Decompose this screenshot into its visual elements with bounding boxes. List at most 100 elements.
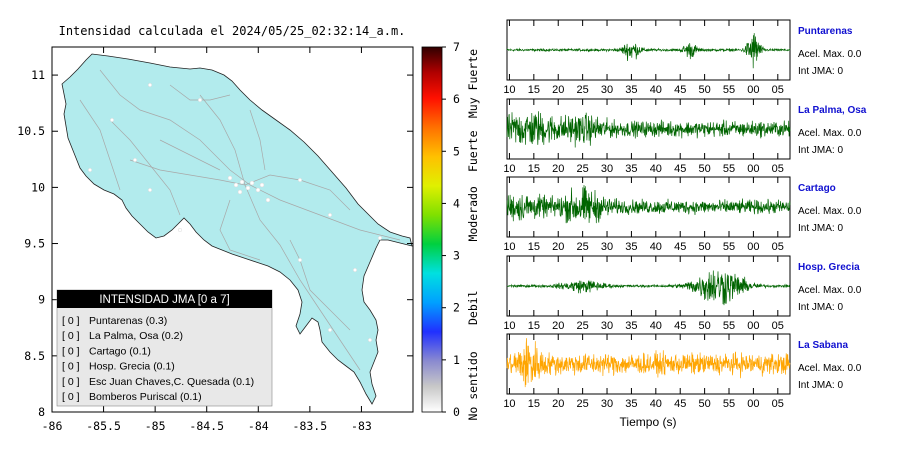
waveform-tick-label: 25 (577, 163, 589, 175)
waveform-tick-label: 30 (601, 398, 613, 410)
legend-item-label: La Palma, Osa (0.2) (89, 330, 183, 342)
waveform-tick-label: 05 (772, 84, 784, 96)
waveform-tick-label: 50 (698, 320, 710, 332)
waveform-tick-label: 00 (747, 84, 759, 96)
waveform-tick-label: 40 (650, 163, 662, 175)
colorbar-tick-label: 3 (453, 249, 460, 263)
waveform-tick-label: 55 (723, 320, 735, 332)
waveform-trace (506, 33, 791, 69)
waveform-tick-label: 50 (698, 84, 710, 96)
legend-item-level: [ 0 ] (62, 391, 80, 403)
waveform-tick-label: 30 (601, 163, 613, 175)
waveform-panel: 10 15 20 25 30 35 40 45 50 55 00 05 Cartago Acel. Max… (503, 176, 862, 253)
waveform-tick-label: 35 (625, 241, 637, 253)
waveform-tick-label: 15 (528, 163, 540, 175)
waveform-tick-label: 10 (503, 84, 515, 96)
waveform-tick-label: 00 (747, 163, 759, 175)
waveform-tick-label: 20 (552, 163, 564, 175)
legend-item-level: [ 0 ] (62, 361, 80, 373)
colorbar-tick-label: 7 (453, 40, 460, 54)
waveform-tick-label: 00 (747, 241, 759, 253)
legend-item: [ 0 ] Puntarenas (0.3) (62, 315, 167, 327)
map-title: Intensidad calculada el 2024/05/25_02:32… (59, 24, 406, 38)
waveform-tick-label: 50 (698, 163, 710, 175)
waveform-tick-label: 25 (577, 241, 589, 253)
waveform-tick-label: 35 (625, 163, 637, 175)
waveform-tick-label: 20 (552, 320, 564, 332)
waveform-tick-label: 10 (503, 163, 515, 175)
waveform-tick-label: 10 (503, 320, 515, 332)
waveform-panel: 10 15 20 25 30 35 40 45 50 55 00 05 Puntarenas Acel. … (503, 19, 862, 96)
waveform-tick-label: 45 (674, 241, 686, 253)
station-max-accel: Acel. Max. 0.0 (798, 49, 862, 60)
waveform-tick-label: 50 (698, 398, 710, 410)
waveform-tick-label: 30 (601, 84, 613, 96)
waveform-panels: 10 15 20 25 30 35 40 45 50 55 00 05 Puntarenas Acel. … (503, 19, 867, 410)
waveform-tick-label: 20 (552, 84, 564, 96)
waveform-tick-label: 30 (601, 241, 613, 253)
waveform-panel: 10 15 20 25 30 35 40 45 50 55 00 05 La Sabana Acel. M… (503, 333, 862, 410)
colorbar-tick-label: 6 (453, 92, 460, 106)
station-jma: Int JMA: 0 (798, 145, 843, 156)
legend-item: [ 0 ] Bomberos Puriscal (0.1) (62, 391, 202, 403)
station-jma: Int JMA: 0 (798, 223, 843, 234)
legend-item-level: [ 0 ] (62, 330, 80, 342)
map-y-tick-label: 9 (38, 293, 45, 307)
station-name: Puntarenas (798, 26, 853, 37)
map-y-tick-label: 10 (31, 180, 45, 194)
intensity-legend: INTENSIDAD JMA [0 a 7] [ 0 ] Puntarenas (… (56, 289, 273, 407)
map-x-tick-label: -83 (351, 419, 372, 433)
map-y-tick-label: 8 (38, 405, 45, 419)
colorbar-class-label: Moderado (466, 186, 480, 241)
waveform-tick-label: 35 (625, 320, 637, 332)
waveform-tick-label: 05 (772, 320, 784, 332)
legend-item-level: [ 0 ] (62, 345, 80, 357)
waveform-tick-label: 30 (601, 320, 613, 332)
intensity-colorbar: 0 1 2 3 4 5 6 7 No sentido Debil Moderado Fuerte Mu… (421, 40, 480, 421)
waveform-tick-label: 00 (747, 398, 759, 410)
legend-item-level: [ 0 ] (62, 376, 80, 388)
colorbar-tick-label: 2 (453, 301, 460, 315)
waveform-tick-label: 25 (577, 320, 589, 332)
waveform-tick-label: 55 (723, 84, 735, 96)
legend-item: [ 0 ] Hosp. Grecia (0.1) (62, 361, 175, 373)
waveform-trace (506, 111, 791, 148)
station-jma: Int JMA: 0 (798, 302, 843, 313)
map-frame (51, 46, 414, 413)
waveform-tick-label: 40 (650, 398, 662, 410)
station-max-accel: Acel. Max. 0.0 (798, 363, 862, 374)
waveform-tick-label: 20 (552, 241, 564, 253)
station-name: La Sabana (798, 340, 848, 351)
waveform-tick-label: 25 (577, 84, 589, 96)
waveform-tick-label: 40 (650, 241, 662, 253)
station-name: Hosp. Grecia (798, 262, 860, 273)
waveform-tick-label: 05 (772, 398, 784, 410)
legend-item-label: Esc Juan Chaves,C. Quesada (0.1) (89, 376, 254, 388)
station-max-accel: Acel. Max. 0.0 (798, 206, 862, 217)
waveform-tick-label: 15 (528, 84, 540, 96)
waveform-tick-label: 15 (528, 320, 540, 332)
waveform-tick-label: 35 (625, 84, 637, 96)
station-max-accel: Acel. Max. 0.0 (798, 285, 862, 296)
legend-item: [ 0 ] Cartago (0.1) (62, 345, 151, 357)
map-y-tick-label: 9.5 (24, 237, 45, 251)
waveform-tick-label: 10 (503, 241, 515, 253)
waveform-tick-label: 45 (674, 398, 686, 410)
colorbar-class-label: Fuerte (466, 130, 480, 172)
colorbar-tick-label: 0 (453, 405, 460, 419)
town-markers (87, 82, 383, 343)
map-y-tick-label: 10.5 (17, 124, 45, 138)
waveform-tick-label: 45 (674, 320, 686, 332)
waveform-tick-label: 40 (650, 84, 662, 96)
station-jma: Int JMA: 0 (798, 380, 843, 391)
waveform-tick-label: 05 (772, 163, 784, 175)
station-name: La Palma, Osa (798, 105, 867, 116)
map-x-tick-label: -84 (248, 419, 269, 433)
waveform-tick-label: 15 (528, 241, 540, 253)
legend-item-label: Hosp. Grecia (0.1) (89, 361, 175, 373)
waveform-trace (506, 185, 791, 224)
station-jma: Int JMA: 0 (798, 66, 843, 77)
colorbar-class-label: Debil (466, 290, 480, 325)
colorbar-tick-label: 5 (453, 144, 460, 158)
